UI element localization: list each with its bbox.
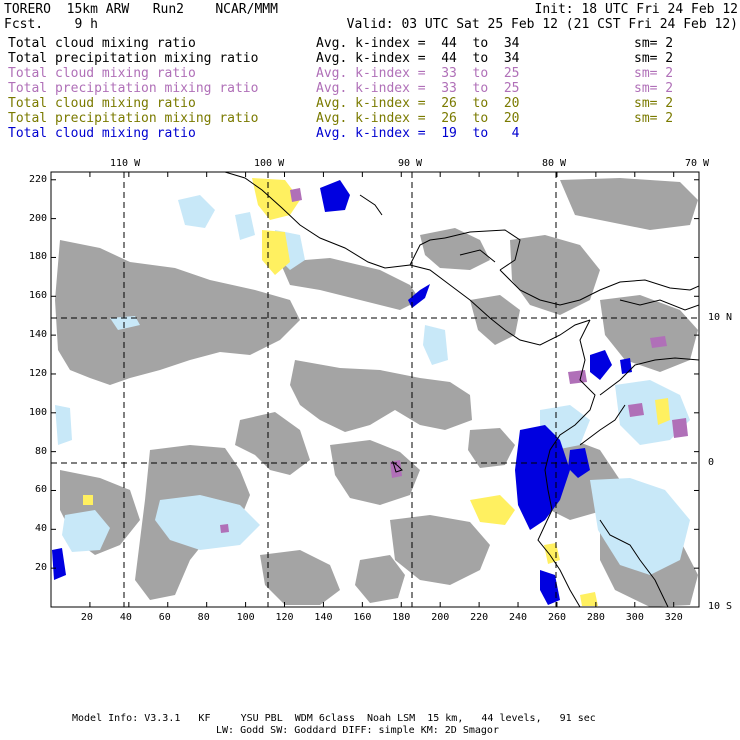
x-tick-200: 200 [431,612,450,623]
gray-cloud-field [55,178,698,607]
x-tick-180: 180 [392,612,411,623]
x-tick-80: 80 [197,612,210,623]
light-blue-cloud-field [55,195,690,575]
lon-label-2: 90 W [398,158,423,169]
legend-kidx-6: Avg. k-index = 19 to 4 [316,126,520,141]
axis-ticks [51,172,699,607]
legend-sm-3: sm= 2 [634,81,674,96]
legend-kidx-4: Avg. k-index = 26 to 20 [316,96,520,111]
y-tick-20: 20 [34,562,47,574]
y-tick-40: 40 [34,523,47,535]
legend-kidx-0: Avg. k-index = 44 to 34 [316,36,520,51]
x-tick-100: 100 [236,612,255,623]
lat-label-1: 0 [708,457,715,468]
pink-cloud-field [220,188,688,533]
x-tick-300: 300 [625,612,644,623]
lat-lon-grid [51,172,699,607]
x-tick-20: 20 [80,612,93,623]
y-tick-180: 180 [28,251,47,263]
physics-info: LW: Godd SW: Goddard DIFF: simple KM: 2D… [216,725,499,736]
coastline [224,172,699,607]
model-title: TORERO 15km ARW Run2 NCAR/MMM [4,2,278,17]
legend-field-1: Total precipitation mixing ratio [8,51,259,66]
x-tick-280: 280 [586,612,605,623]
lat-label-0: 10 N [708,312,733,323]
y-tick-140: 140 [28,329,47,341]
model-info: Model Info: V3.3.1 KF YSU PBL WDM 6class… [72,713,596,724]
x-tick-160: 160 [353,612,372,623]
x-tick-240: 240 [509,612,528,623]
yellow-cloud-field [83,178,670,606]
legend-kidx-5: Avg. k-index = 26 to 20 [316,111,520,126]
x-tick-40: 40 [119,612,132,623]
x-tick-120: 120 [275,612,294,623]
legend-field-3: Total precipitation mixing ratio [8,81,259,96]
y-tick-100: 100 [28,406,47,418]
y-tick-200: 200 [28,212,47,224]
init-time: Init: 18 UTC Fri 24 Feb 12 [534,2,739,17]
legend-kidx-2: Avg. k-index = 33 to 25 [316,66,520,81]
legend-field-2: Total cloud mixing ratio [8,66,196,81]
legend-sm-1: sm= 2 [634,51,674,66]
legend-field-6: Total cloud mixing ratio [8,126,196,141]
y-tick-80: 80 [34,445,47,457]
legend-field-5: Total precipitation mixing ratio [8,111,259,126]
legend-kidx-1: Avg. k-index = 44 to 34 [316,51,520,66]
legend-sm-0: sm= 2 [634,36,674,51]
x-tick-140: 140 [314,612,333,623]
lat-label-2: 10 S [708,601,733,612]
legend-sm-4: sm= 2 [634,96,674,111]
plot-frame [50,171,700,608]
legend-field-0: Total cloud mixing ratio [8,36,196,51]
x-tick-60: 60 [158,612,171,623]
lon-label-1: 100 W [254,158,285,169]
legend-kidx-3: Avg. k-index = 33 to 25 [316,81,520,96]
lon-label-3: 80 W [542,158,567,169]
x-tick-220: 220 [470,612,489,623]
lon-label-4: 70 W [685,158,710,169]
valid-time: Valid: 03 UTC Sat 25 Feb 12 (21 CST Fri … [346,17,738,32]
lon-label-0: 110 W [110,158,141,169]
x-tick-320: 320 [664,612,683,623]
y-tick-160: 160 [28,290,47,302]
legend-field-4: Total cloud mixing ratio [8,96,196,111]
forecast-hour: Fcst. 9 h [4,17,98,32]
x-tick-260: 260 [547,612,566,623]
legend-sm-5: sm= 2 [634,111,674,126]
legend-sm-2: sm= 2 [634,66,674,81]
y-tick-220: 220 [28,173,47,185]
y-tick-60: 60 [34,484,47,496]
y-tick-120: 120 [28,367,47,379]
